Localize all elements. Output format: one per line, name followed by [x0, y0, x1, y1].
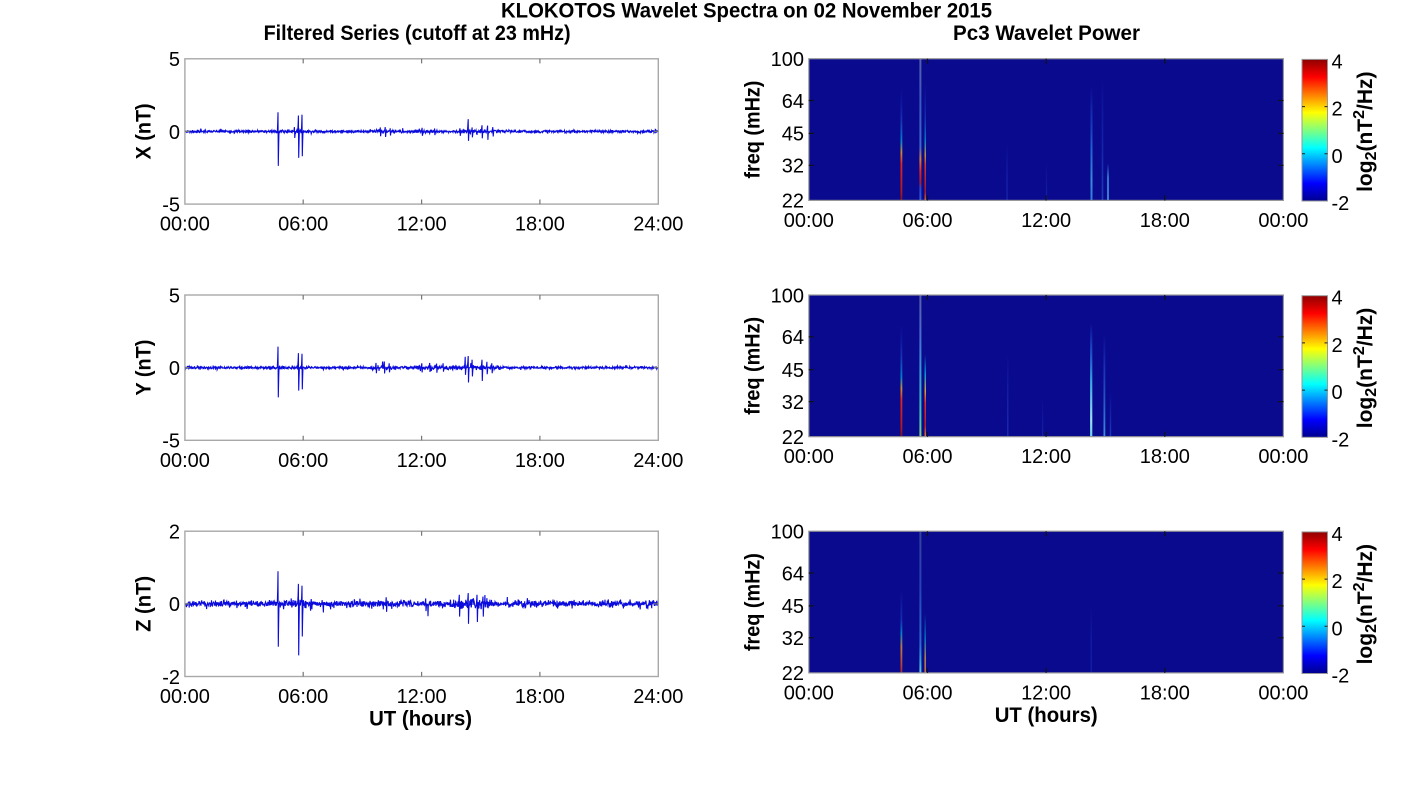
- svg-text:2: 2: [169, 522, 180, 544]
- svg-text:100: 100: [771, 285, 804, 307]
- svg-text:100: 100: [771, 49, 804, 71]
- svg-text:freq (mHz): freq (mHz): [742, 317, 765, 415]
- svg-text:0: 0: [169, 122, 180, 144]
- svg-text:32: 32: [782, 156, 804, 178]
- svg-text:22: 22: [782, 427, 804, 449]
- svg-text:UT (hours): UT (hours): [995, 704, 1098, 727]
- svg-text:00:00: 00:00: [160, 450, 210, 472]
- svg-text:freq (mHz): freq (mHz): [742, 81, 765, 179]
- svg-text:00:00: 00:00: [1258, 682, 1308, 704]
- svg-text:22: 22: [782, 663, 804, 685]
- svg-text:log2(nT2/Hz): log2(nT2/Hz): [1351, 544, 1380, 664]
- svg-text:64: 64: [782, 327, 804, 349]
- svg-text:24:00: 24:00: [633, 214, 683, 236]
- svg-text:00:00: 00:00: [1258, 446, 1308, 468]
- svg-text:12:00: 12:00: [1021, 446, 1071, 468]
- svg-text:45: 45: [782, 596, 804, 618]
- svg-text:06:00: 06:00: [278, 214, 328, 236]
- svg-text:24:00: 24:00: [633, 686, 683, 708]
- svg-text:22: 22: [782, 191, 804, 213]
- svg-text:log2(nT2/Hz): log2(nT2/Hz): [1351, 308, 1380, 428]
- svg-text:24:00: 24:00: [633, 450, 683, 472]
- svg-text:06:00: 06:00: [902, 210, 952, 232]
- svg-text:-5: -5: [162, 194, 180, 216]
- svg-text:64: 64: [782, 91, 804, 113]
- svg-text:06:00: 06:00: [278, 450, 328, 472]
- svg-text:18:00: 18:00: [1140, 682, 1190, 704]
- svg-text:06:00: 06:00: [902, 682, 952, 704]
- svg-text:2: 2: [1332, 571, 1343, 593]
- svg-text:4: 4: [1332, 51, 1343, 73]
- svg-text:log2(nT2/Hz): log2(nT2/Hz): [1351, 71, 1380, 191]
- svg-text:32: 32: [782, 628, 804, 650]
- svg-text:4: 4: [1332, 524, 1343, 546]
- svg-text:00:00: 00:00: [160, 686, 210, 708]
- svg-text:0: 0: [1332, 146, 1343, 168]
- svg-text:12:00: 12:00: [397, 214, 447, 236]
- svg-text:5: 5: [169, 49, 180, 71]
- svg-text:Y (nT): Y (nT): [133, 340, 156, 396]
- svg-text:4: 4: [1332, 288, 1343, 310]
- svg-text:06:00: 06:00: [278, 686, 328, 708]
- svg-text:00:00: 00:00: [784, 210, 834, 232]
- svg-text:45: 45: [782, 360, 804, 382]
- svg-text:00:00: 00:00: [160, 214, 210, 236]
- svg-text:5: 5: [169, 285, 180, 307]
- svg-text:12:00: 12:00: [397, 686, 447, 708]
- svg-text:0: 0: [169, 358, 180, 380]
- svg-text:12:00: 12:00: [397, 450, 447, 472]
- svg-text:Z (nT): Z (nT): [133, 576, 156, 632]
- svg-text:32: 32: [782, 392, 804, 414]
- svg-text:-2: -2: [1332, 429, 1350, 451]
- svg-text:-5: -5: [162, 431, 180, 453]
- svg-text:00:00: 00:00: [1258, 210, 1308, 232]
- svg-text:64: 64: [782, 563, 804, 585]
- svg-text:18:00: 18:00: [1140, 210, 1190, 232]
- svg-text:18:00: 18:00: [1140, 446, 1190, 468]
- svg-text:06:00: 06:00: [902, 446, 952, 468]
- svg-text:18:00: 18:00: [515, 686, 565, 708]
- svg-text:0: 0: [169, 594, 180, 616]
- svg-text:-2: -2: [1332, 193, 1350, 215]
- svg-text:-2: -2: [1332, 666, 1350, 688]
- svg-text:Pc3 Wavelet Power: Pc3 Wavelet Power: [953, 22, 1140, 45]
- svg-text:freq (mHz): freq (mHz): [742, 553, 765, 651]
- svg-text:-2: -2: [162, 667, 180, 689]
- svg-text:100: 100: [771, 522, 804, 544]
- svg-text:45: 45: [782, 124, 804, 146]
- svg-text:00:00: 00:00: [784, 446, 834, 468]
- svg-text:12:00: 12:00: [1021, 682, 1071, 704]
- svg-text:KLOKOTOS Wavelet Spectra on 02: KLOKOTOS Wavelet Spectra on 02 November …: [501, 0, 992, 23]
- svg-text:Filtered Series (cutoff at 23: Filtered Series (cutoff at 23 mHz): [264, 22, 571, 45]
- svg-text:2: 2: [1332, 99, 1343, 121]
- svg-text:0: 0: [1332, 382, 1343, 404]
- svg-text:0: 0: [1332, 618, 1343, 640]
- svg-text:18:00: 18:00: [515, 450, 565, 472]
- svg-text:2: 2: [1332, 335, 1343, 357]
- svg-text:18:00: 18:00: [515, 214, 565, 236]
- svg-text:00:00: 00:00: [784, 682, 834, 704]
- svg-text:X (nT): X (nT): [133, 103, 156, 159]
- svg-text:UT (hours): UT (hours): [369, 708, 472, 731]
- svg-text:12:00: 12:00: [1021, 210, 1071, 232]
